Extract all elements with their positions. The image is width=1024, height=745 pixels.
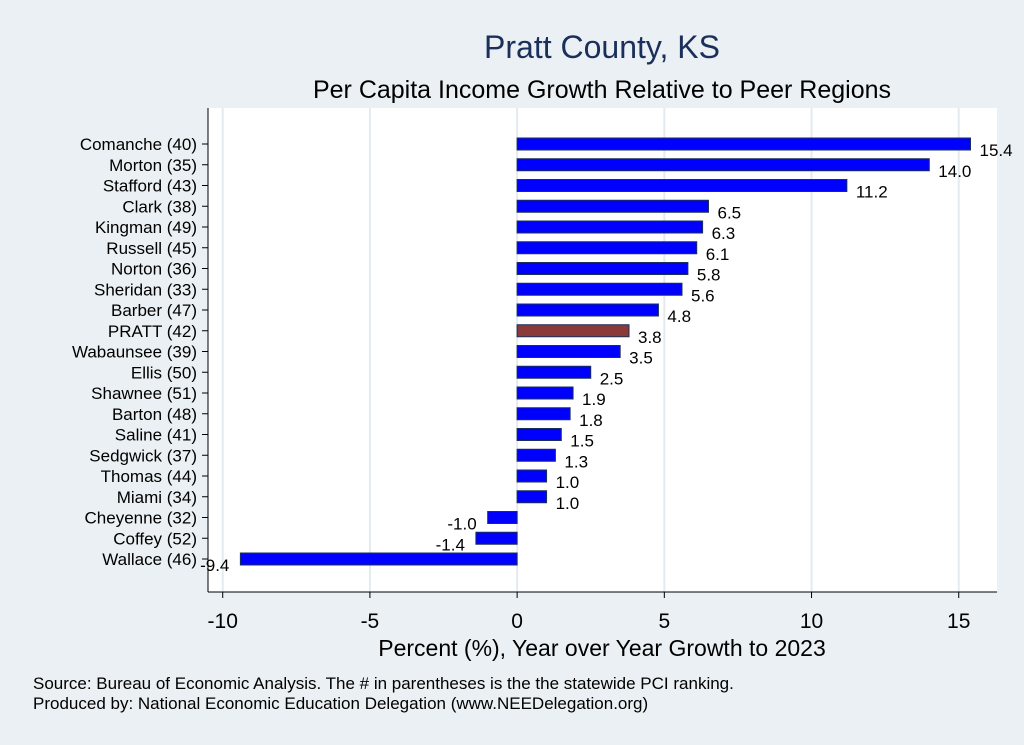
value-label: 14.0 bbox=[938, 162, 971, 181]
x-axis-label: Percent (%), Year over Year Growth to 20… bbox=[378, 635, 826, 661]
category-label: Morton (35) bbox=[109, 156, 197, 175]
chart-title: Pratt County, KS bbox=[484, 29, 720, 65]
value-label: 11.2 bbox=[856, 183, 888, 202]
bar bbox=[516, 158, 930, 172]
chart-subtitle: Per Capita Income Growth Relative to Pee… bbox=[313, 76, 891, 104]
value-label: -1.4 bbox=[436, 535, 465, 554]
value-label: 1.5 bbox=[570, 432, 594, 451]
value-label: 6.3 bbox=[712, 224, 736, 243]
value-label: 3.8 bbox=[638, 328, 662, 347]
bars-group bbox=[239, 137, 972, 566]
bar bbox=[516, 365, 592, 379]
category-label: Saline (41) bbox=[115, 426, 197, 445]
value-label: -9.4 bbox=[200, 556, 229, 575]
value-label: -1.0 bbox=[447, 515, 476, 534]
value-label: 1.0 bbox=[556, 473, 580, 492]
value-label: 1.0 bbox=[556, 494, 580, 513]
category-label: Kingman (49) bbox=[95, 218, 197, 237]
x-tick-label: -10 bbox=[208, 610, 238, 633]
bar bbox=[516, 490, 548, 504]
bar bbox=[516, 199, 709, 213]
category-label: Sedgwick (37) bbox=[89, 446, 197, 465]
value-label: 6.1 bbox=[706, 245, 730, 264]
category-label: Shawnee (51) bbox=[91, 384, 197, 403]
value-label: 6.5 bbox=[717, 203, 741, 222]
category-label: Barber (47) bbox=[111, 301, 197, 320]
bar bbox=[516, 220, 704, 234]
bar bbox=[516, 262, 689, 275]
bar bbox=[516, 241, 698, 255]
value-label: 4.8 bbox=[667, 307, 691, 326]
bar bbox=[487, 511, 518, 524]
bar bbox=[516, 179, 848, 192]
category-label: Miami (34) bbox=[117, 488, 197, 507]
category-label: Clark (38) bbox=[122, 197, 197, 216]
bar-highlight bbox=[516, 324, 630, 338]
category-label: Coffey (52) bbox=[113, 529, 197, 548]
x-tick-label: 5 bbox=[658, 610, 670, 633]
bar bbox=[516, 137, 972, 151]
bar bbox=[239, 552, 518, 566]
bar bbox=[516, 428, 562, 441]
category-label: Barton (48) bbox=[112, 405, 197, 424]
category-label: Wallace (46) bbox=[102, 550, 197, 569]
category-label: Ellis (50) bbox=[131, 363, 197, 382]
bar bbox=[516, 448, 556, 462]
producer-note: Produced by: National Economic Education… bbox=[33, 694, 649, 713]
category-label: Wabaunsee (39) bbox=[72, 343, 197, 362]
x-ticks: -10 -5 0 5 10 15 bbox=[208, 592, 970, 633]
value-label: 5.6 bbox=[691, 286, 715, 305]
category-label: Thomas (44) bbox=[101, 467, 197, 486]
bar bbox=[475, 531, 518, 545]
category-label: Stafford (43) bbox=[103, 177, 197, 196]
category-label: Comanche (40) bbox=[80, 135, 197, 154]
value-label: 15.4 bbox=[980, 141, 1013, 160]
bar bbox=[516, 282, 683, 296]
value-labels: 15.4 14.0 11.2 6.5 6.3 6.1 5.85.64.8 3.8 3.5 2.5 1… bbox=[200, 141, 1013, 575]
x-tick-label: -5 bbox=[361, 610, 380, 633]
source-note: Source: Bureau of Economic Analysis. The… bbox=[33, 674, 734, 693]
value-label: 1.3 bbox=[564, 452, 588, 471]
bar bbox=[516, 407, 571, 421]
value-label: 2.5 bbox=[600, 369, 624, 388]
value-label: 3.5 bbox=[629, 349, 653, 368]
x-tick-label: 0 bbox=[511, 610, 523, 633]
value-label: 5.8 bbox=[697, 266, 721, 285]
bar bbox=[516, 345, 621, 358]
value-label: 1.9 bbox=[582, 390, 606, 409]
category-label: Norton (36) bbox=[111, 260, 197, 279]
value-label: 1.8 bbox=[579, 411, 603, 430]
x-tick-label: 15 bbox=[947, 610, 970, 633]
bar bbox=[516, 386, 574, 400]
category-label: Russell (45) bbox=[106, 239, 197, 258]
category-labels: Comanche (40) Morton (35) Stafford (43)Cla… bbox=[72, 135, 208, 569]
bar bbox=[516, 469, 548, 483]
category-label: Sheridan (33) bbox=[94, 280, 197, 299]
x-tick-label: 10 bbox=[800, 610, 823, 633]
category-label: Cheyenne (32) bbox=[85, 509, 197, 528]
category-label: PRATT (42) bbox=[108, 322, 197, 341]
bar bbox=[516, 303, 659, 317]
